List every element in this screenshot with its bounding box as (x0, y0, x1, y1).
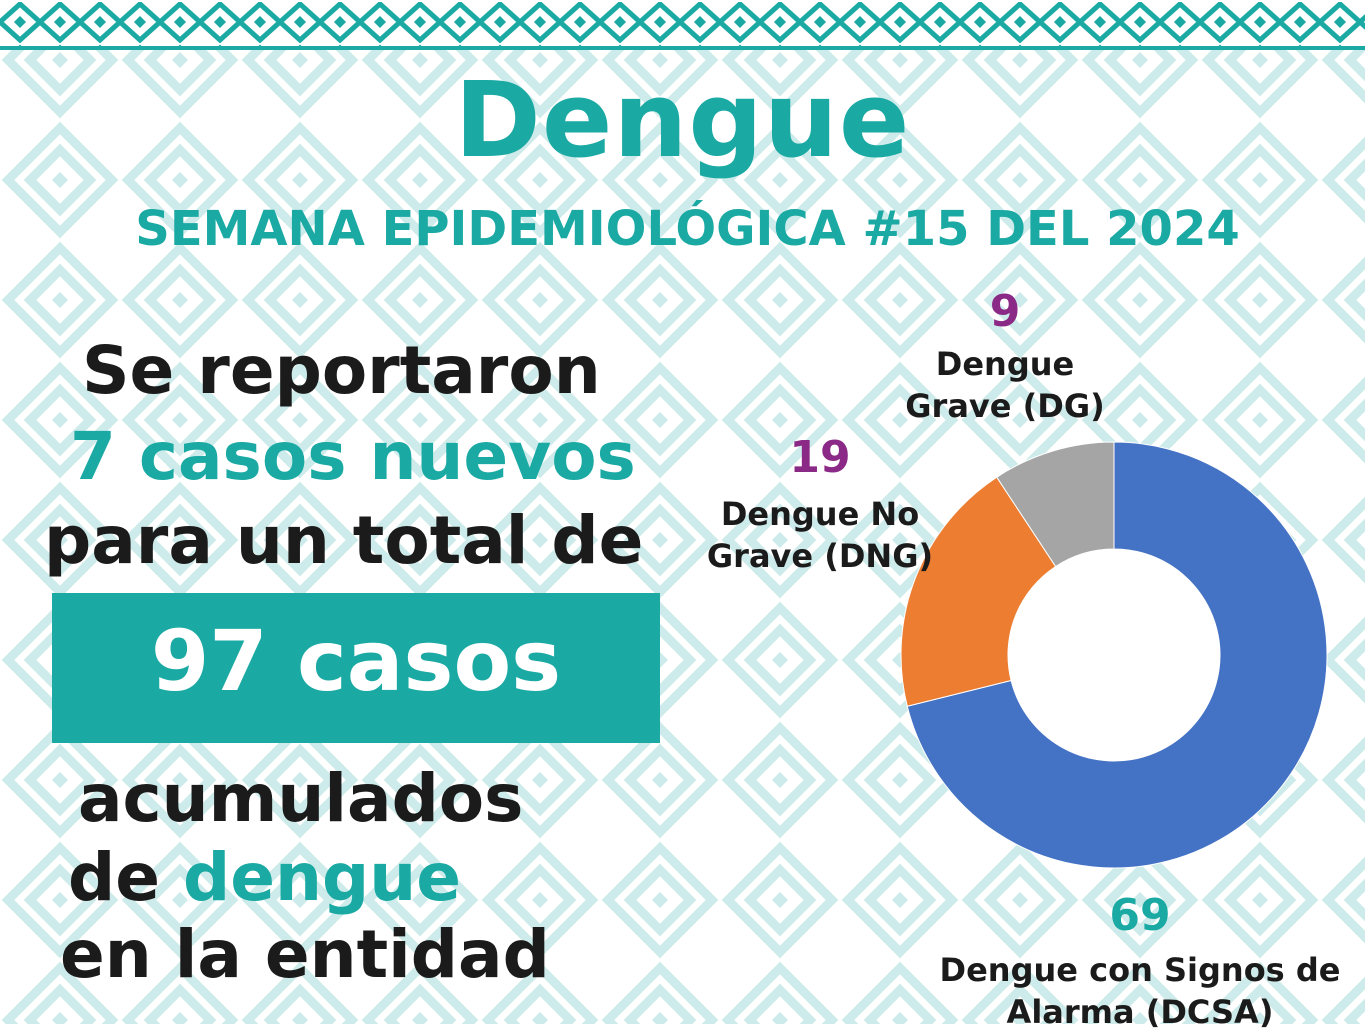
summary-line-5-highlight: dengue (182, 839, 461, 916)
page-title: Dengue (454, 59, 911, 181)
summary-line-4: acumulados (78, 760, 524, 837)
page-subtitle: SEMANA EPIDEMIOLÓGICA #15 DEL 2024 (135, 201, 1240, 257)
value-label-dng: 19 (789, 432, 851, 483)
category-label-dg: Dengue Grave (DG) (905, 345, 1105, 425)
summary-line-5: de dengue (68, 845, 461, 911)
category-label-dng: Dengue No Grave (DNG) (706, 495, 934, 575)
total-cases-box: 97 casos (52, 593, 660, 743)
total-cases-value: 97 casos (150, 612, 562, 710)
donut-hole (1008, 549, 1220, 761)
summary-line-1: Se reportaron (82, 332, 601, 409)
summary-line-5-prefix: de (68, 839, 183, 916)
summary-line-6: en la entidad (60, 916, 550, 993)
value-label-dg: 9 (989, 286, 1021, 337)
summary-line-3: para un total de (44, 502, 644, 579)
header-border-band (0, 2, 1365, 46)
summary-new-cases: 7 casos nuevos (70, 418, 636, 495)
category-label-dcsa: Dengue con Signos de Alarma (DCSA) (939, 951, 1341, 1031)
value-label-dcsa: 69 (1109, 890, 1171, 941)
